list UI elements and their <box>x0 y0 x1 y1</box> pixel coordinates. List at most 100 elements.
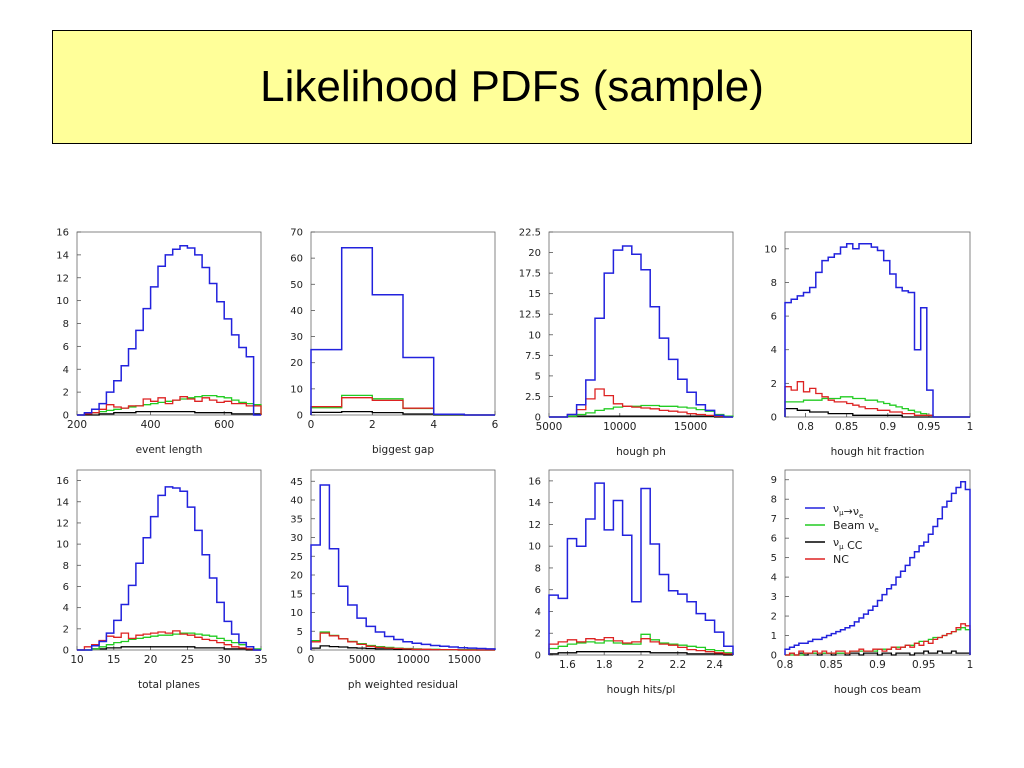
series-beam-nue <box>785 627 971 656</box>
x-tick-label: 0.95 <box>912 659 935 671</box>
x-tick-label: 200 <box>67 419 87 431</box>
y-tick-label: 35 <box>290 514 303 525</box>
y-tick-label: 0 <box>535 413 541 424</box>
x-tick-label: 1.6 <box>559 659 576 671</box>
series-nc <box>77 630 261 651</box>
panel-total-planes: 0 2 4 6 8 10 12 14 16 10 15 20 25 30 35 total planes <box>56 469 268 691</box>
y-tick-label: 5 <box>297 627 303 638</box>
x-axis-label: event length <box>136 444 203 456</box>
y-tick-label: 8 <box>535 563 541 574</box>
y-tick-label: 6 <box>535 585 541 596</box>
y-tick-label: 30 <box>290 533 303 544</box>
x-tick-label: 20 <box>144 654 157 666</box>
x-tick-label: 2.2 <box>669 659 686 671</box>
y-tick-label: 12.5 <box>519 310 541 321</box>
y-tick-label: 6 <box>771 534 777 545</box>
series-numu-to-nue <box>548 482 734 655</box>
y-tick-label: 6 <box>771 312 777 323</box>
series-beam-nue <box>77 394 262 416</box>
y-tick-label: 60 <box>290 254 303 265</box>
series-numu-cc <box>77 646 261 651</box>
y-tick-label: 2 <box>771 379 777 390</box>
series-numu-cc <box>549 415 733 418</box>
y-tick-label: 4 <box>771 573 777 584</box>
x-axis-label: hough hits/pl <box>607 684 676 696</box>
x-axis-label: hough hit fraction <box>831 446 925 458</box>
legend-label-nc: NC <box>833 553 849 566</box>
y-tick-label: 10 <box>764 244 777 255</box>
x-tick-label: 1.8 <box>596 659 613 671</box>
x-tick-label: 15000 <box>448 654 481 666</box>
y-tick-label: 16 <box>56 228 69 239</box>
y-tick-label: 70 <box>290 228 303 239</box>
y-tick-label: 12 <box>56 273 69 284</box>
series-numu-cc <box>77 410 262 416</box>
series-beam-nue <box>310 394 495 416</box>
series-numu-to-nue <box>310 484 496 650</box>
series-beam-nue <box>549 404 734 418</box>
y-tick-label: 20 <box>528 248 541 259</box>
y-tick-label: 5 <box>535 371 541 382</box>
y-tick-label: 12 <box>56 518 69 529</box>
panel-ph-weighted-residual: 0 5 10 15 20 25 30 35 40 45 0 5000 10000 15000 ph weig… <box>290 469 496 691</box>
y-tick-label: 50 <box>290 280 303 291</box>
plot-frame <box>784 469 971 656</box>
y-tick-label: 14 <box>528 498 541 509</box>
series-beam-nue <box>310 631 495 651</box>
x-tick-label: 0.85 <box>820 659 843 671</box>
series-nc <box>549 388 733 418</box>
y-tick-label: 4 <box>535 607 541 618</box>
x-tick-label: 0.8 <box>797 421 814 433</box>
series-numu-cc <box>310 645 495 651</box>
y-tick-label: 0 <box>297 646 303 657</box>
title-box: Likelihood PDFs (sample) <box>52 30 972 144</box>
legend-label-numu-cc: νμ CC <box>833 536 863 552</box>
panel-event-length: 0 2 4 6 8 10 12 14 16 200 400 600 event length <box>56 228 262 456</box>
panel-hough-ph: 0 2.5 5 7.5 10 12.5 15 17.5 20 22.5 5000 10000 15000… <box>519 228 734 458</box>
x-tick-label: 0.95 <box>917 421 940 433</box>
series-nc <box>77 396 262 416</box>
y-tick-label: 22.5 <box>519 228 541 239</box>
y-tick-label: 10 <box>528 542 541 553</box>
series-numu-to-nue <box>549 245 733 418</box>
y-tick-label: 10 <box>290 384 303 395</box>
x-tick-label: 4 <box>430 419 437 431</box>
x-tick-label: 0.8 <box>777 659 794 671</box>
series-numu-to-nue <box>784 243 970 418</box>
y-tick-label: 6 <box>63 582 69 593</box>
x-tick-label: 1 <box>967 659 974 671</box>
plot-frame <box>310 231 496 416</box>
panel-hough-cos-beam: 0 1 2 3 4 5 6 7 8 9 0.8 0.85 0.9 0.95 1 hough cos beam <box>771 469 974 696</box>
y-tick-label: 4 <box>771 345 777 356</box>
x-tick-label: 2.4 <box>706 659 723 671</box>
x-tick-label: 15 <box>107 654 120 666</box>
y-tick-label: 8 <box>771 278 777 289</box>
y-tick-label: 7.5 <box>525 351 541 362</box>
slide-title: Likelihood PDFs (sample) <box>260 62 764 111</box>
series-nc <box>785 623 971 656</box>
y-tick-label: 0 <box>535 651 541 662</box>
x-axis-label: hough ph <box>616 446 666 458</box>
x-tick-label: 10000 <box>397 654 430 666</box>
y-tick-label: 8 <box>63 319 69 330</box>
x-tick-label: 35 <box>254 654 267 666</box>
y-tick-label: 20 <box>290 571 303 582</box>
plot-frame <box>310 469 496 651</box>
y-tick-label: 10 <box>290 608 303 619</box>
x-axis-label: total planes <box>138 679 200 691</box>
series-nc <box>310 632 495 651</box>
y-tick-label: 4 <box>63 603 69 614</box>
legend-label-beam-nue: Beam νe <box>833 519 879 534</box>
series-numu-to-nue <box>77 244 261 416</box>
x-tick-label: 0.9 <box>879 421 896 433</box>
y-tick-label: 10 <box>528 330 541 341</box>
y-tick-label: 8 <box>771 495 777 506</box>
series-nc <box>548 636 734 655</box>
x-axis-label: biggest gap <box>372 444 434 456</box>
y-tick-label: 2 <box>63 388 69 399</box>
panel-biggest-gap: 0 10 20 30 40 50 60 70 0 2 4 6 biggest gap <box>290 228 498 457</box>
series-nc <box>784 381 970 418</box>
x-tick-label: 10000 <box>603 421 636 433</box>
x-tick-label: 2 <box>369 419 376 431</box>
